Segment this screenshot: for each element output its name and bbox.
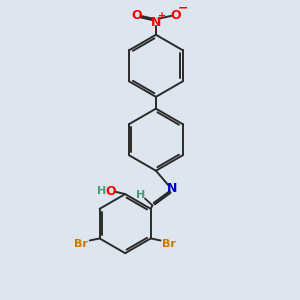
Text: H: H bbox=[98, 186, 107, 196]
Text: Br: Br bbox=[74, 239, 88, 249]
Text: O: O bbox=[170, 9, 181, 22]
Text: O: O bbox=[131, 9, 142, 22]
Text: N: N bbox=[167, 182, 178, 195]
Text: +: + bbox=[158, 11, 166, 21]
Text: O: O bbox=[105, 184, 116, 198]
Text: Br: Br bbox=[163, 239, 176, 249]
Text: −: − bbox=[177, 2, 188, 15]
Text: H: H bbox=[136, 190, 146, 200]
Text: N: N bbox=[151, 16, 161, 29]
